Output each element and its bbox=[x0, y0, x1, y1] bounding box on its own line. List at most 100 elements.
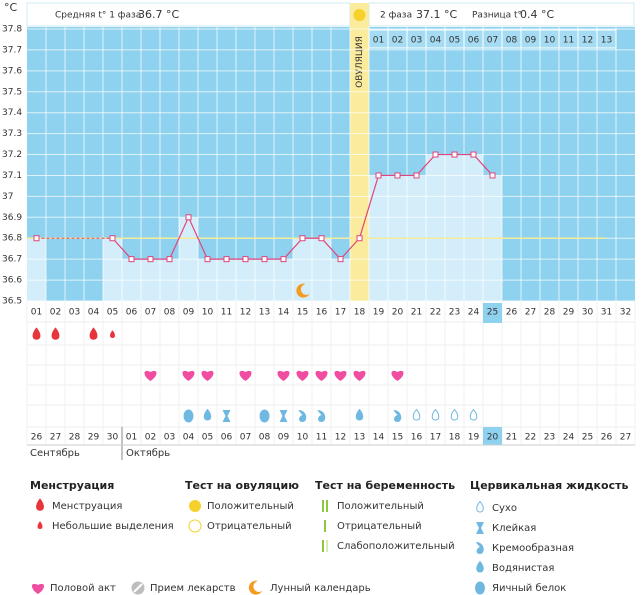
legend-label: Кремообразная bbox=[492, 543, 574, 554]
intercourse-icon bbox=[239, 370, 252, 381]
phase2-day: 06 bbox=[468, 36, 480, 46]
temperature-point bbox=[470, 151, 477, 158]
legend-icon bbox=[133, 583, 143, 593]
y-tick-label: 37.3 bbox=[2, 129, 22, 139]
y-tick-label: 37.7 bbox=[2, 45, 22, 55]
date-label: 02 bbox=[145, 433, 156, 443]
legend-icon bbox=[476, 500, 484, 513]
date-label: 09 bbox=[278, 433, 290, 443]
date-label: 15 bbox=[392, 433, 403, 443]
y-tick-label: 36.9 bbox=[2, 213, 22, 223]
x-tick-label: 12 bbox=[240, 308, 251, 318]
legend-icon bbox=[188, 519, 202, 533]
x-tick-label: 31 bbox=[601, 308, 612, 318]
intercourse-icon bbox=[353, 370, 366, 381]
phase2-day: 01 bbox=[373, 36, 384, 46]
date-label: 01 bbox=[126, 433, 137, 443]
x-tick-label: 11 bbox=[221, 308, 232, 318]
x-tick-label: 04 bbox=[88, 308, 100, 318]
y-tick-label: 37.2 bbox=[2, 150, 22, 160]
legend-icon bbox=[248, 580, 262, 595]
phase2-day: 03 bbox=[411, 36, 422, 46]
phase2-day: 10 bbox=[544, 36, 556, 46]
x-tick-label: 28 bbox=[544, 308, 556, 318]
x-tick-label: 03 bbox=[69, 308, 80, 318]
date-label: 22 bbox=[525, 433, 536, 443]
x-tick-label: 02 bbox=[50, 308, 61, 318]
temperature-point bbox=[33, 235, 40, 242]
date-label: 25 bbox=[582, 433, 593, 443]
x-tick-label: 09 bbox=[183, 308, 195, 318]
legend-title: Менструация bbox=[30, 479, 114, 492]
date-label: 19 bbox=[468, 433, 480, 443]
temperature-bar bbox=[103, 238, 122, 301]
date-label: 18 bbox=[449, 433, 461, 443]
x-tick-label: 13 bbox=[259, 308, 270, 318]
temperature-point bbox=[432, 151, 439, 158]
temperature-point bbox=[223, 256, 230, 263]
x-tick-label: 27 bbox=[525, 308, 536, 318]
temperature-bar bbox=[27, 238, 46, 301]
legend-label: Яичный белок bbox=[492, 583, 566, 594]
menstruation-icon bbox=[51, 327, 60, 340]
date-label: 24 bbox=[563, 433, 575, 443]
legend-icon bbox=[326, 540, 328, 552]
intercourse-icon bbox=[296, 370, 309, 381]
date-label: 14 bbox=[373, 433, 385, 443]
temperature-point bbox=[413, 172, 420, 179]
legend-label: Положительный bbox=[337, 501, 424, 512]
legend-label: Прием лекарств bbox=[150, 583, 236, 594]
temperature-point bbox=[147, 256, 154, 263]
intercourse-icon bbox=[334, 370, 347, 381]
phase2-day: 05 bbox=[449, 36, 460, 46]
y-tick-label: 36.6 bbox=[2, 276, 22, 286]
temperature-bar bbox=[445, 154, 464, 301]
date-label: 26 bbox=[31, 433, 43, 443]
y-tick-label: 37.5 bbox=[2, 87, 22, 97]
legend-label: Водянистая bbox=[492, 563, 554, 574]
legend-label: Клейкая bbox=[492, 523, 536, 534]
y-tick-label: 37.4 bbox=[2, 108, 22, 118]
legend-icon bbox=[322, 540, 324, 552]
fluid-icon bbox=[412, 408, 421, 421]
phase2-day: 09 bbox=[525, 36, 537, 46]
menstruation-icon bbox=[89, 327, 98, 340]
legend-label: Лунный календарь bbox=[270, 583, 371, 594]
legend-icon bbox=[326, 500, 328, 512]
date-label: 10 bbox=[297, 433, 309, 443]
legend-icon bbox=[476, 542, 484, 554]
temperature-point bbox=[394, 172, 401, 179]
fluid-icon bbox=[222, 410, 231, 422]
intercourse-icon bbox=[391, 370, 404, 381]
fluid-icon bbox=[355, 408, 364, 421]
legend-icon bbox=[475, 581, 485, 595]
legend-title: Цервикальная жидкость bbox=[470, 479, 628, 492]
legend-icon bbox=[37, 521, 43, 529]
date-label: 13 bbox=[354, 433, 365, 443]
date-label: 11 bbox=[316, 433, 327, 443]
ovulation-column bbox=[350, 3, 369, 301]
x-tick-label: 21 bbox=[411, 308, 422, 318]
x-tick-label: 23 bbox=[449, 308, 460, 318]
legend-icon bbox=[189, 500, 201, 512]
x-tick-label: 20 bbox=[392, 308, 404, 318]
phase2-day: 12 bbox=[582, 36, 593, 46]
fluid-icon bbox=[317, 410, 326, 422]
date-label: 21 bbox=[506, 433, 517, 443]
date-label: 05 bbox=[202, 433, 213, 443]
x-tick-label: 18 bbox=[354, 308, 366, 318]
x-tick-label: 24 bbox=[468, 308, 480, 318]
temperature-bar bbox=[426, 154, 445, 301]
date-label: 04 bbox=[183, 433, 195, 443]
legend-title: Тест на овуляцию bbox=[185, 479, 299, 492]
temperature-bar bbox=[293, 238, 312, 301]
date-label: 27 bbox=[50, 433, 61, 443]
phase2-day-cell bbox=[596, 29, 617, 49]
temperature-point bbox=[204, 256, 211, 263]
y-axis-label: °C bbox=[4, 1, 18, 14]
temperature-point bbox=[280, 256, 287, 263]
temperature-point bbox=[109, 235, 116, 242]
phase2-value: 37.1 °C bbox=[416, 8, 457, 21]
legend-title: Тест на беременность bbox=[315, 479, 455, 492]
temperature-bar bbox=[312, 238, 331, 301]
